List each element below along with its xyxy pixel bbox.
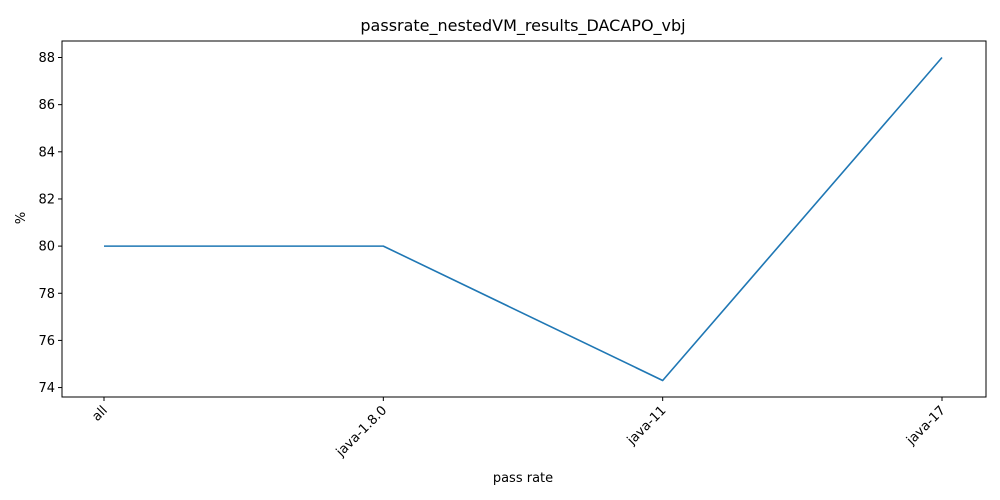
x-axis-label: pass rate	[493, 471, 553, 486]
y-tick-label: 88	[38, 51, 55, 66]
y-tick-label: 78	[38, 287, 55, 302]
y-tick-label: 80	[38, 240, 55, 255]
plot-area	[104, 56, 943, 382]
chart-title: passrate_nestedVM_results_DACAPO_vbj	[360, 16, 685, 36]
y-tick-label: 84	[38, 145, 55, 160]
series-line	[104, 56, 943, 382]
y-tick-label: 76	[38, 334, 55, 349]
y-tick-label: 74	[38, 381, 55, 396]
y-axis: 74 76 78 80 82 84 86 88	[38, 51, 62, 396]
y-tick-label: 82	[38, 192, 55, 207]
y-axis-label: %	[14, 212, 29, 224]
y-tick-label: 86	[38, 98, 55, 113]
plot-frame	[61, 40, 987, 398]
